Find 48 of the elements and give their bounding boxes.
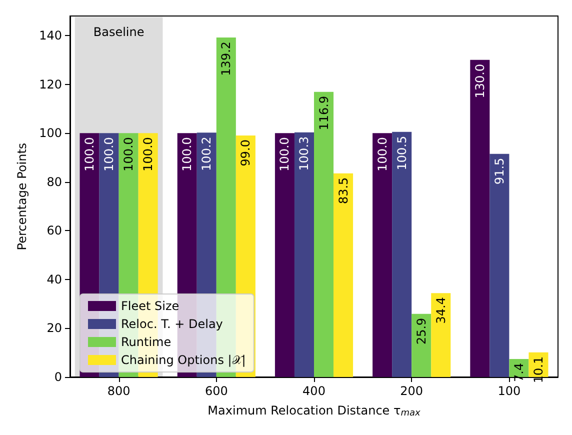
legend-label: Chaining Options |𝒳| [121,353,246,367]
bar [392,132,412,377]
bar [294,132,314,377]
y-tick-label: 80 [46,174,62,189]
data-label: 83.5 [336,177,350,204]
band-label: Baseline [93,25,144,39]
data-label: 25.9 [414,318,428,345]
data-label: 100.2 [200,136,214,171]
x-tick-label: 600 [204,384,228,398]
bar [490,154,510,377]
data-label: 99.0 [238,140,253,166]
bar [334,173,354,377]
y-axis-title: Percentage Points [15,142,30,250]
data-label: 100.0 [278,137,292,172]
x-tick-label: 200 [400,384,424,398]
data-label: 100.5 [394,136,409,170]
data-label: 100.0 [375,137,390,172]
y-tick-label: 100 [39,126,62,140]
data-label: 100.0 [102,137,116,172]
data-label: 100.0 [82,137,97,172]
legend-label: Fleet Size [121,299,180,313]
y-tick-label: 20 [46,321,62,336]
x-tick-label: 800 [107,384,130,398]
y-tick-label: 120 [39,77,62,92]
x-tick-label: 400 [302,384,326,398]
data-label: 100.0 [122,137,136,172]
data-label: 34.4 [434,297,448,324]
data-label: 100.3 [297,136,312,171]
legend-label: Runtime [121,335,172,349]
y-tick-label: 140 [39,28,62,43]
data-label: 139.2 [219,41,234,76]
bar [412,314,432,377]
data-label: 116.9 [316,96,331,130]
data-label: 130.0 [472,64,487,98]
x-tick-label: 100 [498,384,521,398]
bar [314,92,334,377]
bar [274,133,294,377]
data-label: 100.0 [141,137,156,172]
data-label: 91.5 [492,158,506,185]
data-label: 10.1 [531,356,546,384]
data-label: 100.0 [180,137,194,172]
bar [431,293,451,377]
y-tick-label: 60 [46,224,62,238]
bar [470,60,490,377]
y-tick-label: 0 [54,370,62,384]
y-tick-label: 40 [46,272,62,286]
bar [372,133,392,377]
legend-label: Reloc. T. + Delay [121,317,223,331]
